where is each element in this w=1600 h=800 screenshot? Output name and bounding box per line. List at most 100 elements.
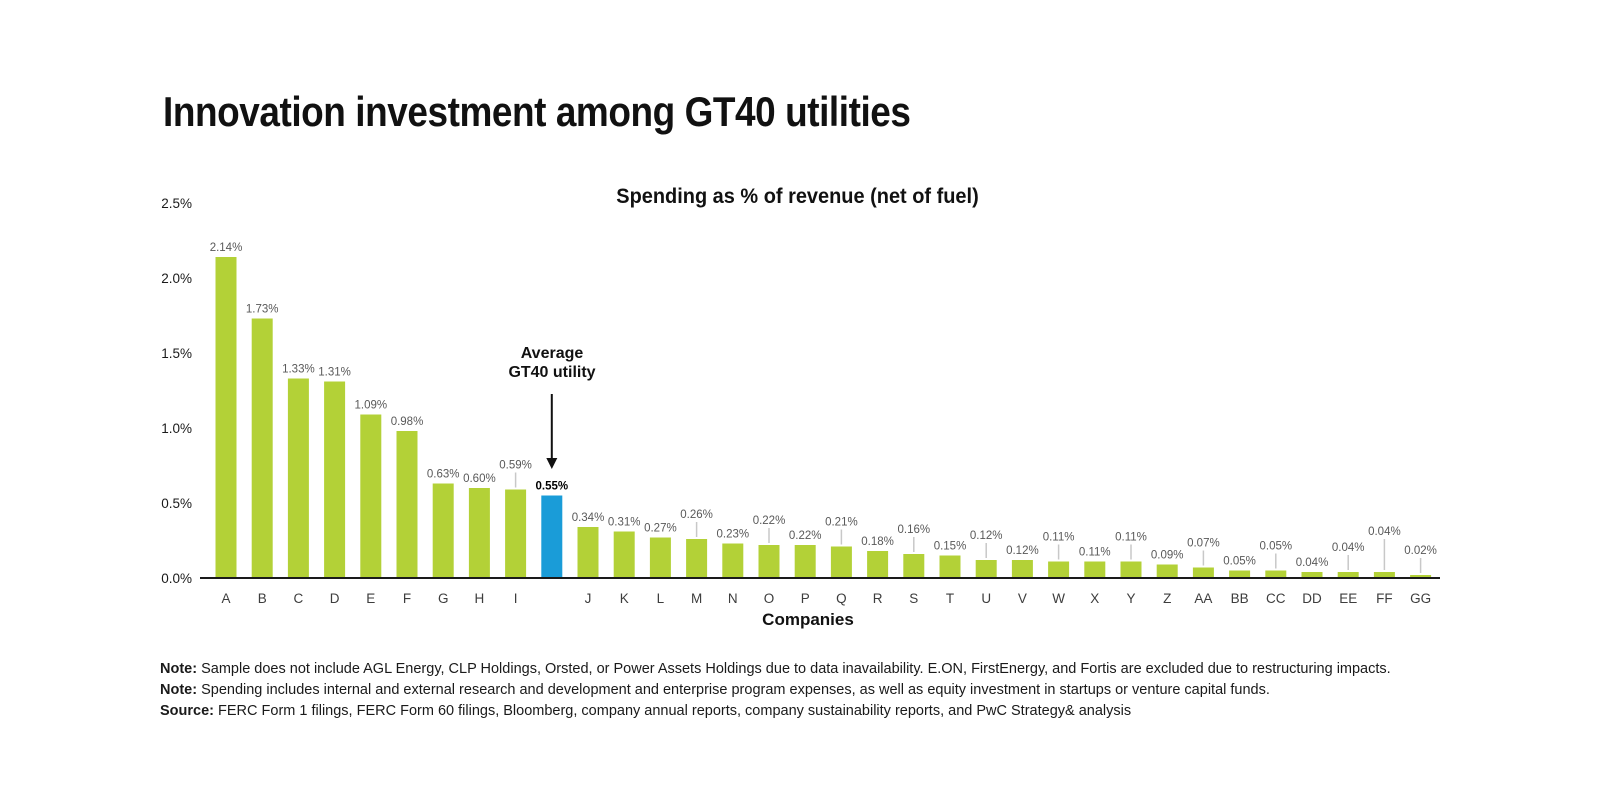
x-axis-title: Companies	[762, 610, 854, 629]
bar-K	[613, 531, 635, 578]
bar-value-label: 0.18%	[861, 536, 894, 548]
average-arrow-head	[546, 458, 558, 469]
bar-T	[939, 555, 961, 578]
page-title: Innovation investment among GT40 utiliti…	[163, 88, 911, 135]
bar-value-label: 0.21%	[825, 517, 858, 529]
footnote-prefix: Note:	[160, 682, 198, 698]
bar-BB	[1229, 570, 1251, 578]
bar-EE	[1337, 572, 1359, 578]
bar-value-label: 0.11%	[1079, 547, 1111, 559]
bar-X	[1084, 561, 1106, 578]
bar-value-label: 0.59%	[499, 460, 532, 472]
company-label: O	[764, 591, 775, 606]
bar-value-label: 0.23%	[716, 529, 749, 541]
company-label: N	[728, 591, 738, 606]
bar-average	[541, 495, 563, 578]
footnote-line: Note: Sample does not include AGL Energy…	[160, 659, 1490, 680]
company-label: GG	[1410, 591, 1431, 606]
bar-H	[468, 488, 490, 578]
bar-J	[577, 527, 599, 578]
bar-GG	[1410, 575, 1432, 578]
bar-value-label: 1.33%	[282, 364, 315, 376]
company-label: EE	[1339, 591, 1357, 606]
bar-value-label: 0.98%	[391, 416, 424, 428]
company-label: C	[294, 591, 304, 606]
bar-G	[432, 483, 454, 578]
bar-value-label: 0.04%	[1296, 557, 1329, 569]
company-label: H	[475, 591, 485, 606]
bar-C	[287, 378, 309, 578]
bar-value-label: 0.31%	[608, 517, 641, 529]
bar-M	[686, 539, 708, 578]
y-tick-label: 0.5%	[161, 496, 192, 511]
footnote-text: FERC Form 1 filings, FERC Form 60 filing…	[214, 703, 1132, 719]
footnote-prefix: Note:	[160, 661, 198, 677]
bar-F	[396, 431, 418, 578]
bar-value-label: 0.63%	[427, 469, 460, 481]
bar-value-label: 0.02%	[1404, 545, 1437, 557]
bar-value-label: 0.12%	[1006, 545, 1039, 557]
company-label: L	[657, 591, 665, 606]
company-label: S	[909, 591, 918, 606]
bar-D	[324, 381, 346, 578]
average-annotation-line2: GT40 utility	[508, 364, 596, 381]
bar-value-label: 0.04%	[1368, 526, 1401, 538]
company-label: D	[330, 591, 340, 606]
bar-FF	[1373, 572, 1395, 578]
bar-value-label: 0.11%	[1115, 532, 1147, 544]
company-label: R	[873, 591, 883, 606]
bar-value-label: 0.55%	[535, 481, 568, 493]
bar-value-label: 1.31%	[318, 367, 351, 379]
footnote-text: Spending includes internal and external …	[197, 682, 1270, 698]
footnote-line: Source: FERC Form 1 filings, FERC Form 6…	[160, 701, 1490, 722]
bar-value-label: 0.09%	[1151, 550, 1184, 562]
company-label: FF	[1376, 591, 1393, 606]
bar-CC	[1265, 570, 1287, 578]
bar-value-label: 0.05%	[1259, 541, 1292, 553]
bar-U	[975, 560, 997, 578]
company-label: T	[946, 591, 954, 606]
company-label: A	[221, 591, 230, 606]
company-label: Q	[836, 591, 847, 606]
bar-L	[649, 537, 671, 578]
company-label: P	[801, 591, 810, 606]
bar-value-label: 1.73%	[246, 304, 279, 316]
company-label: J	[585, 591, 592, 606]
bar-E	[360, 414, 382, 578]
company-label: BB	[1231, 591, 1249, 606]
company-label: U	[981, 591, 991, 606]
company-label: F	[403, 591, 411, 606]
bar-value-label: 0.11%	[1043, 532, 1075, 544]
bar-value-label: 0.60%	[463, 473, 496, 485]
bar-value-label: 0.34%	[572, 512, 605, 524]
company-label: DD	[1302, 591, 1322, 606]
y-tick-label: 1.5%	[161, 346, 192, 361]
bar-value-label: 0.22%	[789, 530, 822, 542]
bar-value-label: 0.26%	[680, 509, 713, 521]
bar-V	[1011, 560, 1033, 578]
bar-I	[505, 489, 527, 578]
bar-B	[251, 318, 273, 578]
bar-value-label: 0.05%	[1223, 556, 1256, 568]
company-label: V	[1018, 591, 1027, 606]
company-label: Z	[1163, 591, 1171, 606]
bar-value-label: 0.15%	[934, 541, 967, 553]
bar-value-label: 1.09%	[354, 400, 387, 412]
bar-value-label: 0.16%	[897, 524, 930, 536]
company-label: K	[620, 591, 629, 606]
company-label: B	[258, 591, 267, 606]
company-label: AA	[1194, 591, 1212, 606]
bar-W	[1048, 561, 1070, 578]
y-tick-label: 1.0%	[161, 421, 192, 436]
chart-subtitle: Spending as % of revenue (net of fuel)	[616, 185, 979, 208]
bar-value-label: 2.14%	[210, 242, 243, 254]
company-label: W	[1052, 591, 1065, 606]
y-tick-label: 2.0%	[161, 271, 192, 286]
footnotes: Note: Sample does not include AGL Energy…	[160, 659, 1490, 722]
footnote-line: Note: Spending includes internal and ext…	[160, 680, 1490, 701]
bar-N	[722, 543, 744, 578]
bar-Y	[1120, 561, 1142, 578]
company-label: G	[438, 591, 449, 606]
